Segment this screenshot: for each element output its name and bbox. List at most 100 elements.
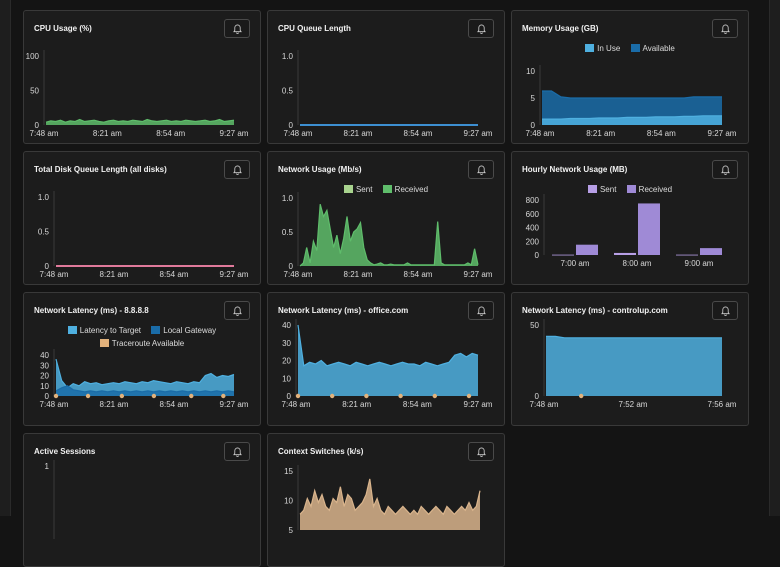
- bar-sent: [614, 252, 636, 255]
- x-tick-label: 8:21 am: [93, 129, 122, 138]
- legend-item[interactable]: In Use: [585, 42, 620, 55]
- bar-received: [700, 248, 722, 255]
- bell-icon: [476, 306, 486, 316]
- panel-title: Memory Usage (GB): [522, 24, 599, 33]
- x-tick-label: 8:54 am: [647, 129, 676, 138]
- panel-title: Network Latency (ms) - 8.8.8.8: [34, 306, 149, 315]
- x-tick-label: 9:27 am: [464, 400, 493, 409]
- series-area: [546, 336, 722, 396]
- y-tick-label: 0: [289, 262, 294, 271]
- x-tick-label: 8:54 am: [160, 270, 189, 279]
- latency-office-panel: Network Latency (ms) - office.com 40 30 20…: [267, 292, 505, 426]
- y-tick-label: 1.0: [38, 193, 50, 202]
- bell-icon: [232, 447, 242, 457]
- y-tick-label: 400: [526, 224, 540, 233]
- legend-item[interactable]: Sent: [587, 183, 616, 196]
- x-tick-label: 7:52 am: [619, 400, 648, 409]
- hourly-network-chart: 800 600 400 200 0 7:00 am 8:00 am 9:00 am: [526, 194, 722, 268]
- alert-bell-button[interactable]: [468, 160, 494, 179]
- alert-bell-button[interactable]: [712, 19, 738, 38]
- y-tick-label: 0: [531, 121, 536, 130]
- x-tick-label: 9:27 am: [220, 400, 249, 409]
- y-tick-label: 200: [526, 237, 540, 246]
- bell-icon: [720, 306, 730, 316]
- bar-sent: [552, 254, 574, 256]
- legend-item[interactable]: Available: [630, 42, 675, 55]
- y-tick-label: 5: [531, 94, 536, 103]
- x-tick-label: 8:54 am: [156, 129, 185, 138]
- x-tick-label: 8:00 am: [623, 259, 652, 268]
- legend-item[interactable]: Traceroute Available: [99, 337, 184, 350]
- chart-legend: In Use Available: [512, 42, 748, 55]
- bell-icon: [232, 306, 242, 316]
- bell-icon: [232, 165, 242, 175]
- traceroute-marker: [432, 393, 437, 399]
- chart-legend: Sent Received: [512, 183, 748, 196]
- series-line: [45, 118, 235, 123]
- chart-legend: Latency to Target Local Gateway Tracerou…: [24, 324, 260, 350]
- series-line: [299, 204, 479, 267]
- x-tick-label: 7:48 am: [284, 129, 313, 138]
- y-tick-label: 50: [30, 87, 39, 96]
- panel-title: Network Usage (Mb/s): [278, 165, 362, 174]
- x-tick-label: 8:21 am: [100, 270, 129, 279]
- y-tick-label: 0: [35, 121, 40, 130]
- panel-title: CPU Queue Length: [278, 24, 351, 33]
- traceroute-marker: [221, 393, 226, 399]
- traceroute-marker: [330, 393, 335, 399]
- series-area: [298, 325, 478, 396]
- traceroute-marker: [466, 393, 472, 399]
- latency-controlup-chart: 50 07:48 am 7:52 am 7:56 am: [530, 319, 737, 409]
- bell-icon: [476, 165, 486, 175]
- panel-title: Hourly Network Usage (MB): [522, 165, 628, 174]
- alert-bell-button[interactable]: [468, 442, 494, 461]
- panel-title: Network Latency (ms) - office.com: [278, 306, 409, 315]
- x-tick-label: 7:48 am: [284, 270, 313, 279]
- legend-item[interactable]: Received: [626, 183, 672, 196]
- latency-dns-panel: Network Latency (ms) - 8.8.8.8 Latency t…: [23, 292, 261, 426]
- legend-item[interactable]: Local Gateway: [151, 324, 216, 337]
- x-tick-label: 7:48 am: [526, 129, 555, 138]
- bar-received: [576, 244, 598, 255]
- context-switches-panel: Context Switches (k/s) 15 10 5: [267, 433, 505, 567]
- legend-item[interactable]: Sent: [343, 183, 372, 196]
- chart-legend: Sent Received: [268, 183, 504, 196]
- alert-bell-button[interactable]: [224, 301, 250, 320]
- active-sessions-panel: Active Sessions 1: [23, 433, 261, 567]
- traceroute-marker: [85, 393, 91, 399]
- alert-bell-button[interactable]: [468, 19, 494, 38]
- x-tick-label: 9:27 am: [464, 129, 493, 138]
- traceroute-marker: [151, 393, 157, 399]
- traceroute-marker: [119, 393, 125, 399]
- traceroute-marker: [398, 393, 403, 399]
- y-tick-label: 0.5: [282, 87, 294, 96]
- x-tick-label: 8:21 am: [344, 270, 373, 279]
- bar-received: [638, 203, 660, 255]
- panel-title: Active Sessions: [34, 447, 96, 456]
- context-switches-chart: 15 10 5: [284, 465, 481, 535]
- y-tick-label: 20: [40, 372, 49, 381]
- alert-bell-button[interactable]: [224, 442, 250, 461]
- panel-title: Total Disk Queue Length (all disks): [34, 165, 167, 174]
- network-usage-panel: Network Usage (Mb/s) Sent Received 1.0 0.…: [267, 151, 505, 285]
- x-tick-label: 8:54 am: [404, 129, 433, 138]
- cpu-usage-chart: 100 50 07:48 am 8:21 am 8:54 am 9:27 am: [26, 50, 249, 138]
- legend-item[interactable]: Received: [382, 183, 428, 196]
- alert-bell-button[interactable]: [712, 160, 738, 179]
- alert-bell-button[interactable]: [224, 19, 250, 38]
- alert-bell-button[interactable]: [468, 301, 494, 320]
- y-tick-label: 40: [40, 351, 49, 360]
- latency-office-chart: 40 30 20 10 07:48 am 8:21 am 8:54 am 9:27 am: [282, 319, 493, 409]
- x-tick-label: 8:21 am: [342, 400, 371, 409]
- hourly-network-panel: Hourly Network Usage (MB) Sent Received …: [511, 151, 749, 285]
- bell-icon: [232, 24, 242, 34]
- right-scrollbar[interactable]: [769, 0, 780, 516]
- series-area: [300, 478, 480, 530]
- y-tick-label: 20: [282, 357, 291, 366]
- series-line: [55, 358, 235, 389]
- alert-bell-button[interactable]: [224, 160, 250, 179]
- alert-bell-button[interactable]: [712, 301, 738, 320]
- cpu-usage-panel: CPU Usage (%) 100 50 0 7:48 am 8:21 am 8:54 a…: [23, 10, 261, 144]
- legend-item[interactable]: Latency to Target: [67, 324, 141, 337]
